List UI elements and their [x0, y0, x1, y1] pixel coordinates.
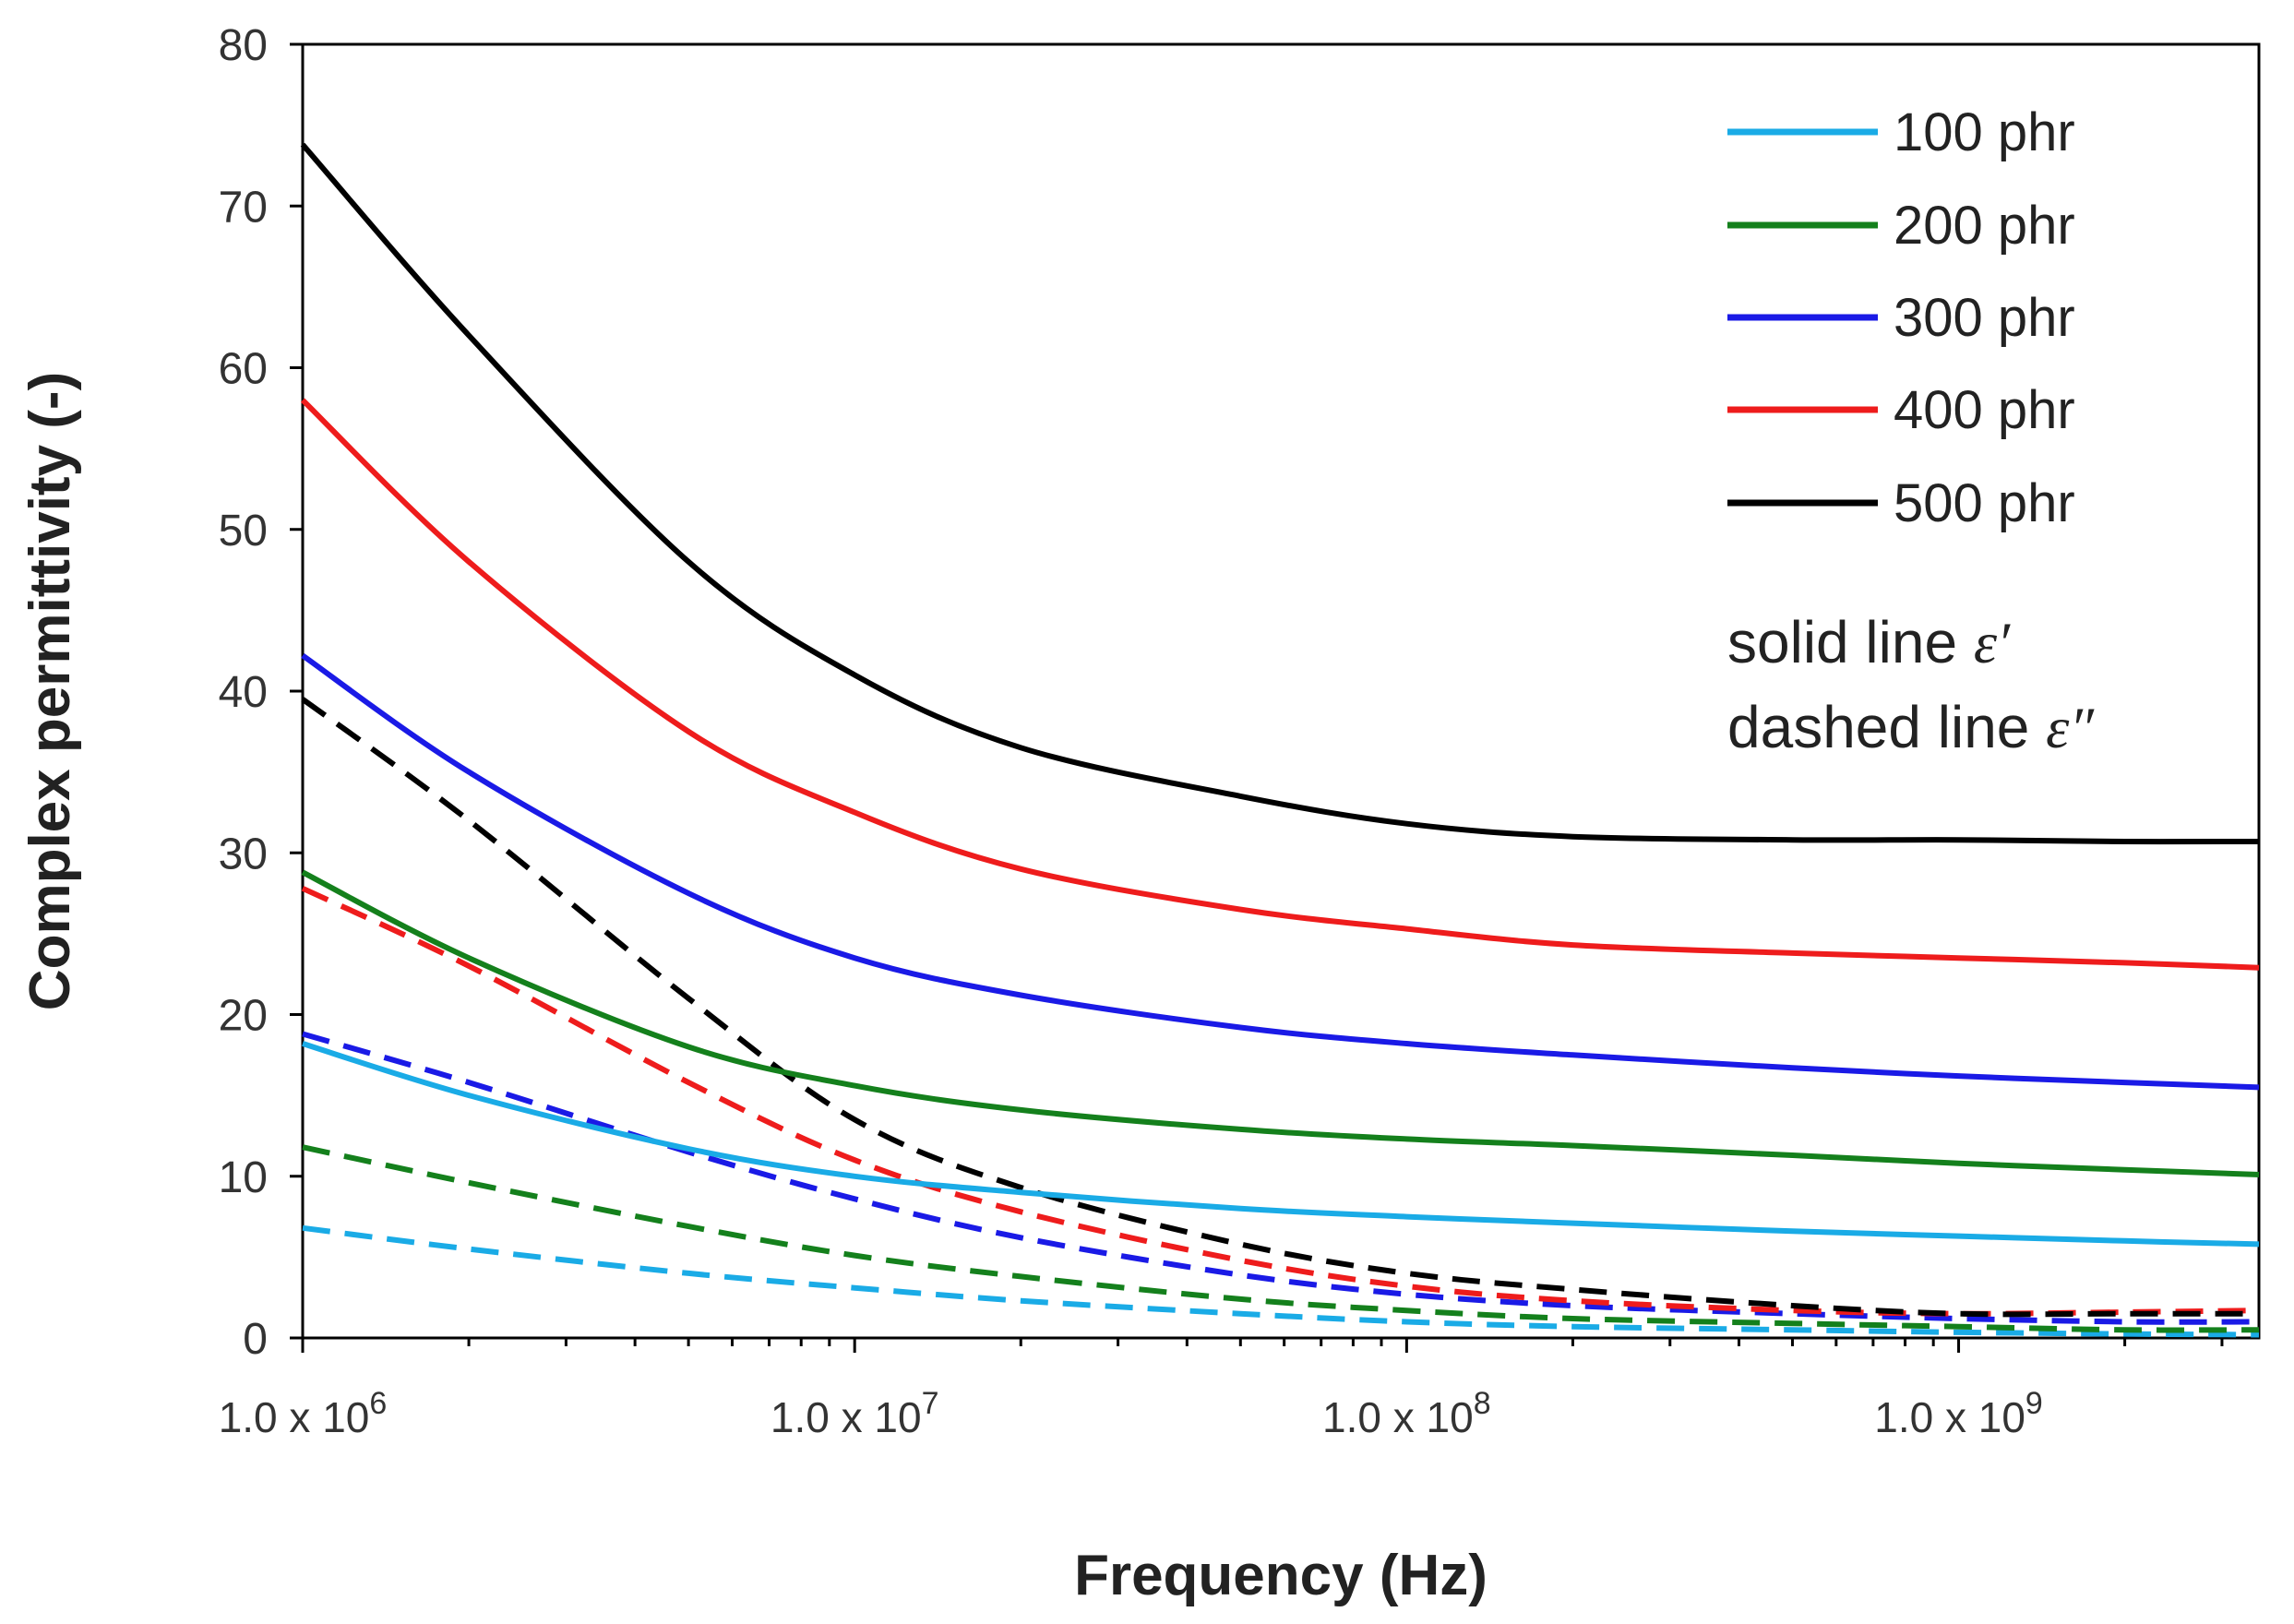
y-tick-label: 30 — [219, 830, 268, 878]
x-tick-label: 1.0 x 106 — [219, 1386, 388, 1441]
y-tick-label: 50 — [219, 507, 268, 555]
note-solid-symbol: ε′ — [1974, 610, 2011, 675]
legend-label-100: 100 phr — [1894, 102, 2075, 162]
legend-item: 500 phr — [1727, 473, 2075, 533]
x-tick-base: 1.0 x 10 — [771, 1393, 922, 1441]
note-solid-line: solid line ε′ — [1727, 609, 2011, 675]
legend-label-500: 500 phr — [1894, 473, 2075, 533]
series-line-200-phr-dashed — [302, 1144, 2260, 1333]
x-tick-base: 1.0 x 10 — [219, 1393, 370, 1441]
legend-label-400: 400 phr — [1894, 380, 2075, 440]
series-line-300-phr-solid — [301, 652, 2260, 1091]
x-tick-label: 1.0 x 108 — [1322, 1386, 1491, 1441]
series-line-200-phr-solid — [301, 869, 2260, 1177]
note-solid-text: solid line — [1727, 609, 1974, 675]
y-tick-label: 20 — [219, 992, 268, 1041]
x-tick-label: 1.0 x 107 — [771, 1386, 939, 1441]
y-tick-label: 0 — [243, 1315, 268, 1364]
x-tick-label: 1.0 x 109 — [1874, 1386, 2043, 1441]
legend-item: 400 phr — [1727, 380, 2075, 440]
legend-label-300: 300 phr — [1894, 288, 2075, 348]
x-tick-base: 1.0 x 10 — [1322, 1393, 1474, 1441]
y-tick-label: 60 — [219, 345, 268, 394]
series-line-400-phr-dashed — [301, 886, 2260, 1317]
legend-label-200: 200 phr — [1894, 196, 2075, 256]
legend-item: 300 phr — [1727, 288, 2075, 348]
y-axis-title: Complex permittivity (-) — [18, 372, 82, 1010]
legend-item: 100 phr — [1727, 102, 2075, 162]
series-line-100-phr-dashed — [302, 1224, 2260, 1338]
note-dashed-line: dashed line ε″ — [1727, 694, 2095, 760]
y-tick-label: 40 — [219, 668, 268, 717]
series-line-500-phr-solid — [300, 142, 2260, 845]
x-tick-base: 1.0 x 10 — [1874, 1393, 2025, 1441]
x-axis-ticks: 1.0 x 106 1.0 x 107 1.0 x 108 1.0 x 109 — [219, 1338, 2224, 1441]
x-tick-exponent: 9 — [2025, 1386, 2043, 1421]
x-tick-exponent: 7 — [922, 1386, 939, 1421]
x-tick-exponent: 8 — [1474, 1386, 1491, 1421]
series-layer — [300, 142, 2260, 1338]
x-tick-exponent: 6 — [369, 1386, 387, 1421]
series-line-100-phr-solid — [302, 1041, 2260, 1248]
line-style-note: solid line ε′ dashed line ε″ — [1727, 609, 2095, 760]
note-dashed-text: dashed line — [1727, 694, 2046, 760]
legend-item: 200 phr — [1727, 196, 2075, 256]
y-tick-label: 70 — [219, 183, 268, 232]
series-line-400-phr-solid — [300, 398, 2260, 971]
note-dashed-symbol: ε″ — [2046, 695, 2095, 760]
y-tick-label: 10 — [219, 1153, 268, 1202]
series-line-500-phr-dashed — [301, 697, 2259, 1318]
y-tick-label: 80 — [219, 21, 268, 70]
legend: 100 phr 200 phr 300 phr 400 phr 500 phr — [1727, 102, 2075, 533]
y-axis-ticks: 0 10 20 30 40 50 60 70 80 — [219, 21, 303, 1364]
x-axis-title: Frequency (Hz) — [1074, 1544, 1488, 1607]
